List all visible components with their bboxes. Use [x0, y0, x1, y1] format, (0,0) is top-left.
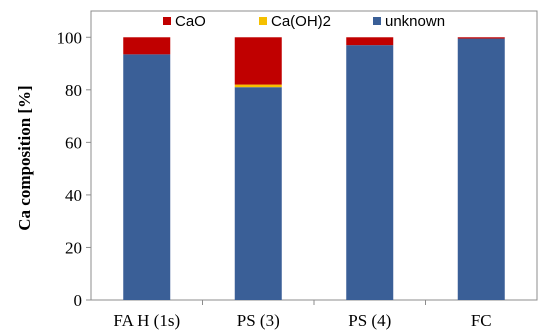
y-tick-label-1: 20	[65, 238, 82, 257]
y-tick-label-0: 0	[74, 291, 83, 310]
y-axis-label: Ca composition [%]	[15, 85, 34, 230]
x-tick-label-2: PS (4)	[348, 311, 391, 330]
y-tick-label-2: 40	[65, 186, 82, 205]
legend-swatch-unknown	[373, 17, 381, 25]
legend-swatch-cao	[163, 17, 171, 25]
bar-unknown-2	[346, 45, 394, 301]
legend-label-unknown: unknown	[385, 13, 445, 30]
x-axis: FA H (1s) PS (3) PS (4) FC	[113, 300, 492, 330]
x-tick-label-3: FC	[471, 311, 492, 330]
legend-label-cao: CaO	[175, 13, 206, 30]
x-tick-label-1: PS (3)	[237, 311, 280, 330]
bar-unknown-3	[457, 38, 505, 300]
legend: CaO Ca(OH)2 unknown	[163, 13, 445, 30]
y-tick-label-3: 60	[65, 133, 82, 152]
y-tick-label-5: 100	[57, 28, 83, 47]
y-tick-label-4: 80	[65, 81, 82, 100]
legend-label-ca-oh-2: Ca(OH)2	[271, 13, 331, 30]
bar-unknown-1	[234, 87, 282, 300]
bar-cao-1	[234, 37, 282, 85]
bars-group	[123, 37, 505, 301]
x-tick-label-0: FA H (1s)	[113, 311, 180, 330]
bar-cao-2	[346, 37, 394, 46]
bar-unknown-0	[123, 54, 171, 300]
bar-cao-0	[123, 37, 171, 55]
y-axis: 0 20 40 60 80 100	[57, 28, 91, 310]
legend-swatch-ca-oh-2	[259, 17, 267, 25]
bar-cao-3	[457, 37, 505, 39]
bar-ca-oh-2-1	[234, 84, 282, 88]
